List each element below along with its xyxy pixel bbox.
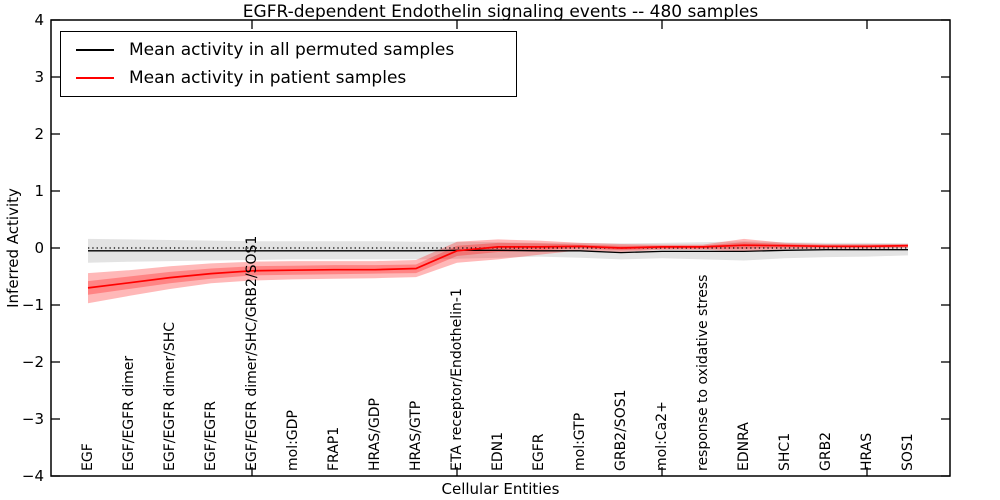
x-category-label: EGF/EGFR dimer/SHC [162, 321, 178, 471]
x-category-label: EGF/EGFR dimer [121, 355, 137, 471]
x-axis-label: Cellular Entities [441, 480, 560, 498]
x-category-label: mol:Ca2+ [654, 401, 670, 471]
patient-mean-line [87, 244, 909, 289]
y-tick-label: −1 [21, 296, 44, 314]
x-category-label: HRAS/GDP [367, 398, 383, 471]
y-tick-label: 0 [34, 239, 44, 257]
y-tick-label: 4 [34, 11, 44, 29]
x-category-label: EGFR [531, 433, 547, 471]
x-category-label: HRAS [859, 432, 875, 471]
x-category-label: ETA receptor/Endothelin-1 [449, 288, 465, 471]
y-tick-label: −2 [21, 353, 44, 371]
x-category-label: mol:GTP [572, 412, 588, 471]
x-category-label: EDNRA [736, 422, 752, 471]
y-tick-label: −3 [21, 410, 44, 428]
x-category-label: EDN1 [490, 431, 506, 471]
legend-line-patient-icon [76, 77, 114, 79]
legend-item-patient: Mean activity in patient samples [61, 68, 516, 88]
x-category-label: EGF [80, 443, 96, 471]
x-category-label: mol:GDP [285, 410, 301, 471]
y-tick-label: 3 [34, 68, 44, 86]
legend-line-permuted-icon [76, 49, 114, 51]
x-category-label: GRB2/SOS1 [613, 389, 629, 471]
y-tick-label: 1 [34, 182, 44, 200]
x-category-label: GRB2 [818, 431, 834, 471]
permuted-mean-line [88, 249, 908, 254]
patient-band-inner [88, 242, 908, 295]
x-category-label: SHC1 [777, 432, 793, 471]
x-category-label: FRAP1 [326, 426, 342, 471]
x-category-label: response to oxidative stress [695, 274, 711, 471]
y-tick-label: −4 [21, 467, 44, 485]
chart-title: EGFR-dependent Endothelin signaling even… [242, 2, 759, 22]
legend-label-patient: Mean activity in patient samples [129, 68, 407, 88]
legend-label-permuted: Mean activity in all permuted samples [129, 40, 455, 60]
x-category-label: HRAS/GTP [408, 400, 424, 471]
legend-item-permuted: Mean activity in all permuted samples [61, 40, 516, 60]
y-tick-label: 2 [34, 125, 44, 143]
legend: Mean activity in all permuted samples Me… [60, 31, 517, 97]
x-category-label: SOS1 [900, 433, 916, 471]
x-category-label: EGF/EGFR dimer/SHC/GRB2/SOS1 [244, 235, 260, 471]
x-category-label: EGF/EGFR [203, 401, 219, 471]
